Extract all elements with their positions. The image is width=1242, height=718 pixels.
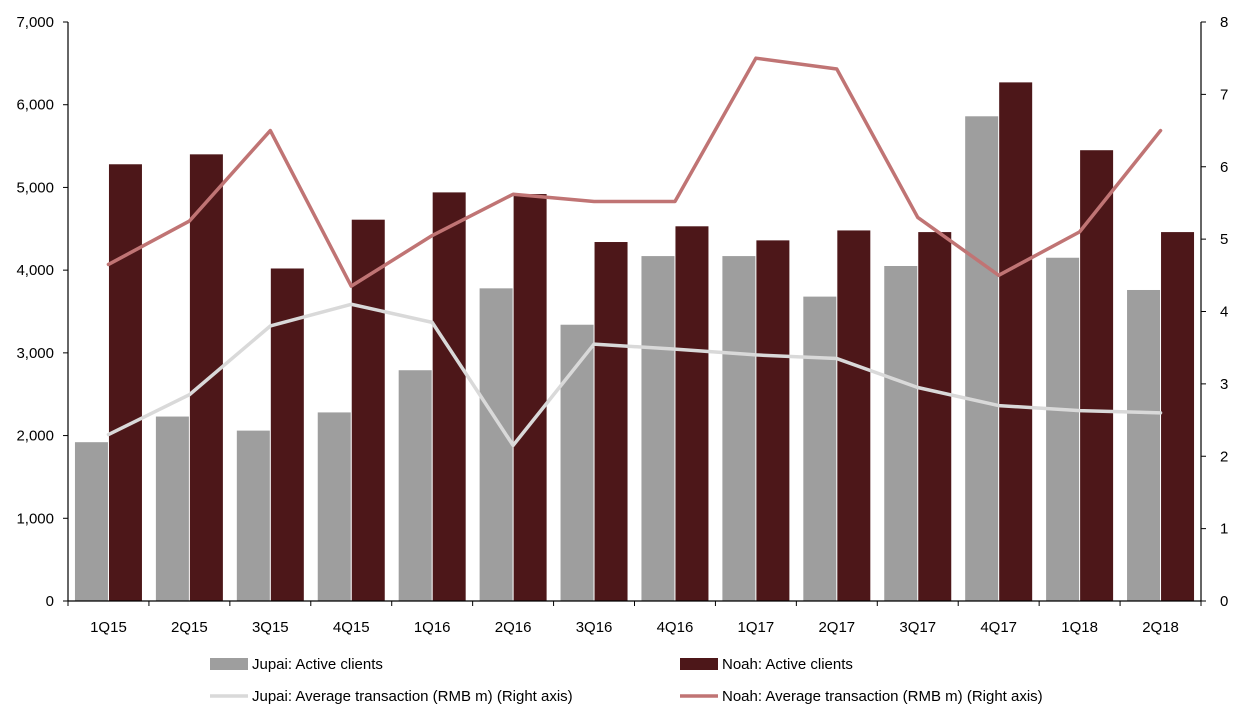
- x-tick-label: 2Q17: [818, 619, 855, 636]
- x-tick-label: 3Q17: [899, 619, 936, 636]
- bar-jupai-active-clients-2q17: [803, 296, 837, 601]
- x-tick-label: 2Q16: [495, 619, 532, 636]
- bar-jupai-active-clients-3q15: [236, 430, 270, 601]
- bar-noah-active-clients-3q16: [594, 242, 628, 601]
- axes-layer: 0 1,000 2,000 3,000 4,000 5,000 6,000 7,000 0 1 2 3…: [16, 14, 1228, 636]
- bar-jupai-active-clients-2q16: [479, 288, 513, 601]
- bar-jupai-active-clients-1q17: [722, 256, 756, 601]
- legend-swatch-jupai-active-clients: [210, 658, 248, 670]
- bar-noah-active-clients-1q17: [756, 240, 790, 601]
- x-tick-label: 4Q17: [980, 619, 1017, 636]
- bar-noah-active-clients-1q18: [1080, 150, 1114, 601]
- line-jupai-average-transaction-rmb-m-right-axis: [106, 302, 1163, 448]
- bar-noah-active-clients-3q17: [918, 232, 952, 601]
- legend-label-jupai-active-clients: Jupai: Active clients: [252, 656, 383, 673]
- line-noah-average-transaction-rmb-m-right-axis: [106, 56, 1163, 288]
- legend-label-noah-average-transaction-rmb-m-right-axis: Noah: Average transaction (RMB m) (Right…: [722, 688, 1043, 705]
- left-tick-label: 3,000: [16, 345, 54, 362]
- left-tick-label: 5,000: [16, 179, 54, 196]
- x-tick-label: 1Q16: [414, 619, 451, 636]
- bar-noah-active-clients-4q17: [999, 82, 1033, 601]
- bar-noah-active-clients-2q15: [189, 154, 223, 601]
- right-tick-label: 6: [1220, 159, 1228, 176]
- right-tick-label: 1: [1220, 521, 1228, 538]
- right-tick-label: 7: [1220, 86, 1228, 103]
- right-tick-label: 2: [1220, 448, 1228, 465]
- bar-jupai-active-clients-4q16: [641, 256, 675, 601]
- legend-label-noah-active-clients: Noah: Active clients: [722, 656, 853, 673]
- x-tick-label: 4Q15: [333, 619, 370, 636]
- lines-layer: [106, 56, 1163, 448]
- right-tick-label: 3: [1220, 376, 1228, 393]
- bar-jupai-active-clients-3q16: [560, 324, 594, 601]
- left-tick-label: 2,000: [16, 428, 54, 445]
- bar-jupai-active-clients-4q17: [965, 116, 999, 601]
- x-tick-label: 1Q17: [738, 619, 775, 636]
- right-tick-label: 8: [1220, 14, 1228, 31]
- bar-jupai-active-clients-1q18: [1046, 257, 1080, 601]
- right-tick-label: 0: [1220, 593, 1228, 610]
- bar-jupai-active-clients-3q17: [884, 266, 918, 601]
- left-tick-label: 7,000: [16, 14, 54, 31]
- x-tick-label: 3Q16: [576, 619, 613, 636]
- x-tick-label: 2Q15: [171, 619, 208, 636]
- bar-noah-active-clients-1q16: [432, 192, 466, 601]
- bar-jupai-active-clients-2q15: [155, 416, 189, 601]
- left-tick-label: 4,000: [16, 262, 54, 279]
- x-tick-label: 3Q15: [252, 619, 289, 636]
- bar-noah-active-clients-2q18: [1161, 232, 1195, 601]
- bars-layer: [74, 82, 1195, 602]
- bar-jupai-active-clients-2q18: [1127, 289, 1161, 601]
- bar-jupai-active-clients-1q15: [74, 442, 108, 601]
- x-tick-label: 2Q18: [1142, 619, 1179, 636]
- bar-noah-active-clients-2q17: [837, 230, 871, 601]
- bar-jupai-active-clients-4q15: [317, 412, 351, 601]
- left-tick-label: 0: [46, 593, 54, 610]
- right-tick-label: 5: [1220, 231, 1228, 248]
- bar-noah-active-clients-2q16: [513, 194, 547, 602]
- bar-jupai-active-clients-1q16: [398, 370, 432, 601]
- x-tick-label: 1Q18: [1061, 619, 1098, 636]
- bar-noah-active-clients-4q16: [675, 226, 709, 602]
- right-tick-label: 4: [1220, 304, 1228, 321]
- legend-label-jupai-average-transaction-rmb-m-right-axis: Jupai: Average transaction (RMB m) (Righ…: [252, 688, 573, 705]
- left-tick-label: 6,000: [16, 97, 54, 114]
- x-tick-label: 1Q15: [90, 619, 127, 636]
- bar-noah-active-clients-1q15: [108, 164, 142, 601]
- legend: Jupai: Active clients Noah: Active client…: [210, 656, 1043, 705]
- legend-swatch-noah-active-clients: [680, 658, 718, 670]
- x-tick-label: 4Q16: [657, 619, 694, 636]
- left-tick-label: 1,000: [16, 510, 54, 527]
